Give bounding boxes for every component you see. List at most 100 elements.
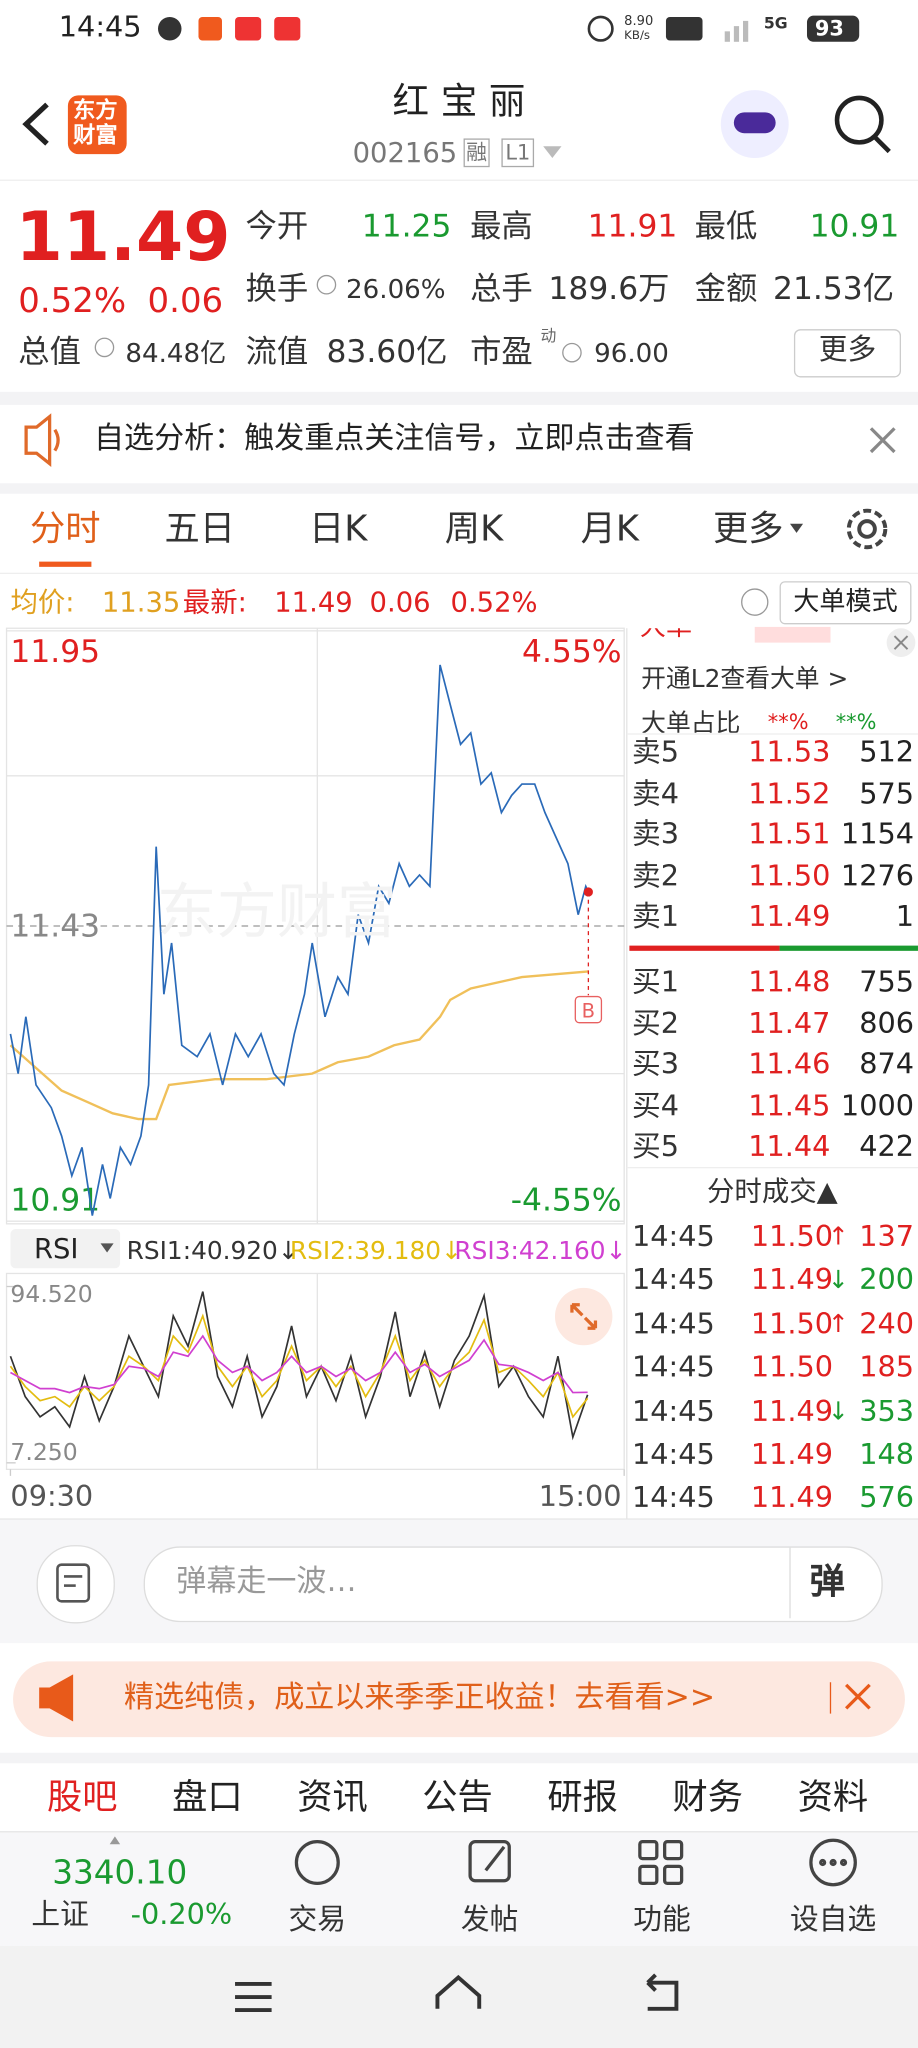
action-label[interactable]: 发帖 [460, 1904, 519, 1937]
trade-arrow: ↓ [827, 1266, 849, 1295]
series-line [9, 664, 590, 1216]
index-name[interactable]: 上证 [31, 1899, 89, 1932]
dropdown-icon[interactable] [543, 146, 562, 159]
field-label: 市盈 [470, 333, 533, 370]
index-change[interactable]: -0.20% [130, 1899, 233, 1932]
trade-price: 11.50 [750, 1352, 834, 1385]
tab-more-arrow[interactable] [790, 523, 804, 533]
status-icons [158, 15, 860, 42]
ad-bg[interactable] [13, 1661, 905, 1738]
net-unit: KB/s [624, 30, 651, 44]
bottom-tab[interactable]: 资料 [797, 1777, 869, 1819]
trade-volume: 353 [859, 1395, 915, 1429]
bottom-tab[interactable]: 研报 [547, 1777, 618, 1819]
order-volume: 1000 [840, 1090, 915, 1123]
order-volume: 1154 [840, 819, 915, 852]
action-label[interactable]: 交易 [288, 1904, 347, 1937]
comment-icon-glyph [56, 1563, 91, 1603]
ad-close[interactable] [845, 1683, 871, 1710]
separator [0, 1752, 918, 1764]
back-icon[interactable] [22, 102, 49, 146]
series-line [9, 1313, 589, 1419]
watermark: 东方财富 [156, 876, 397, 947]
marker-label: B [582, 999, 595, 1022]
bottom-tab[interactable]: 股吧 [47, 1777, 118, 1819]
trade-time: 14:45 [632, 1482, 715, 1516]
trade-arrow: ↑ [827, 1222, 849, 1252]
big-order-bar [754, 626, 831, 643]
latest-change-pct: 0.52% [450, 586, 538, 618]
tab[interactable]: 五日 [164, 509, 236, 550]
tab[interactable]: 日K [309, 509, 368, 550]
field-label: 最低 [694, 207, 758, 245]
mode-button[interactable]: 大单模式 [793, 585, 898, 617]
settings-icon[interactable] [846, 508, 888, 550]
nav-icons[interactable] [235, 1973, 679, 2013]
order-volume: 1 [895, 901, 915, 935]
logo-box[interactable] [67, 95, 127, 155]
big-order-ratio-label: 大单占比 [641, 709, 741, 733]
mode-button-box[interactable] [779, 581, 912, 625]
x-tick-label: 15:00 [539, 1479, 622, 1513]
tab[interactable]: 分时 [30, 509, 101, 550]
trade-time: 14:45 [632, 1221, 715, 1254]
tab[interactable]: 更多 [712, 509, 784, 550]
bottom-tab[interactable]: 公告 [422, 1777, 493, 1819]
big-order-link[interactable]: 开通L2查看大单 > [641, 664, 849, 694]
trade-price: 11.49 [750, 1482, 834, 1516]
order-volume: 755 [859, 966, 915, 1000]
close-icon[interactable] [869, 427, 896, 454]
action-label[interactable]: 功能 [633, 1904, 691, 1937]
help-icon[interactable] [741, 588, 769, 616]
field-label: 流值 [245, 333, 309, 370]
danmaku-button[interactable]: 弹 [809, 1562, 845, 1603]
field-value: 189.6万 [548, 270, 670, 307]
field-value: 10.91 [809, 207, 900, 245]
notice-text[interactable]: 自选分析：触发重点关注信号，立即点击查看 [94, 421, 695, 456]
trade-arrow: ↑ [827, 1309, 849, 1339]
rsi-selector-arrow[interactable] [100, 1243, 114, 1253]
battery: 93 [814, 15, 844, 41]
more-button[interactable]: 更多 [818, 334, 877, 368]
tab[interactable]: 月K [580, 509, 640, 550]
index-caret [109, 1836, 121, 1845]
action-icons[interactable] [294, 1838, 857, 1887]
order-label: 卖2 [632, 860, 680, 894]
order-price: 11.46 [748, 1049, 831, 1082]
comment-placeholder[interactable]: 弹幕走一波… [176, 1564, 357, 1599]
search-icon[interactable] [834, 95, 891, 154]
action-label[interactable]: 设自选 [789, 1904, 877, 1937]
order-price: 11.52 [748, 777, 831, 811]
comment-input[interactable] [143, 1546, 883, 1623]
order-price: 11.49 [748, 901, 831, 935]
bottom-tab[interactable]: 资讯 [297, 1777, 368, 1819]
series-line [9, 970, 589, 1121]
y-tick-label: 7.250 [10, 1438, 77, 1466]
order-label: 卖5 [632, 736, 680, 770]
order-volume: 874 [859, 1049, 915, 1082]
rsi-selector[interactable]: RSI [33, 1232, 79, 1265]
tab[interactable]: 周K [444, 509, 504, 550]
expand-button[interactable] [554, 1287, 613, 1346]
status-time: 14:45 [58, 11, 142, 45]
stock-tag: 融 [463, 138, 490, 168]
bottom-tab[interactable]: 盘口 [172, 1777, 243, 1819]
bottom-tab[interactable]: 财务 [672, 1777, 744, 1819]
order-price: 11.47 [748, 1007, 831, 1041]
more-button-box[interactable] [793, 329, 902, 378]
field-value: 84.48亿 [125, 336, 227, 369]
rsi-selector-box[interactable] [10, 1229, 121, 1269]
info-icons [94, 274, 582, 363]
order-label: 买1 [632, 966, 680, 1000]
field-value: 11.25 [361, 207, 452, 245]
ad-text[interactable]: 精选纯债，成立以来季季正收益！去看看>> [124, 1680, 715, 1715]
order-volume: 575 [859, 777, 915, 811]
last-price: 11.49 [15, 198, 231, 277]
index-value[interactable]: 3340.10 [52, 1853, 188, 1892]
trade-volume: 137 [859, 1221, 915, 1254]
big-order-close-x [893, 635, 909, 650]
trade-volume: 148 [859, 1439, 915, 1472]
comment-icon[interactable] [36, 1545, 115, 1624]
trades-title: 分时成交▲ [706, 1175, 838, 1207]
